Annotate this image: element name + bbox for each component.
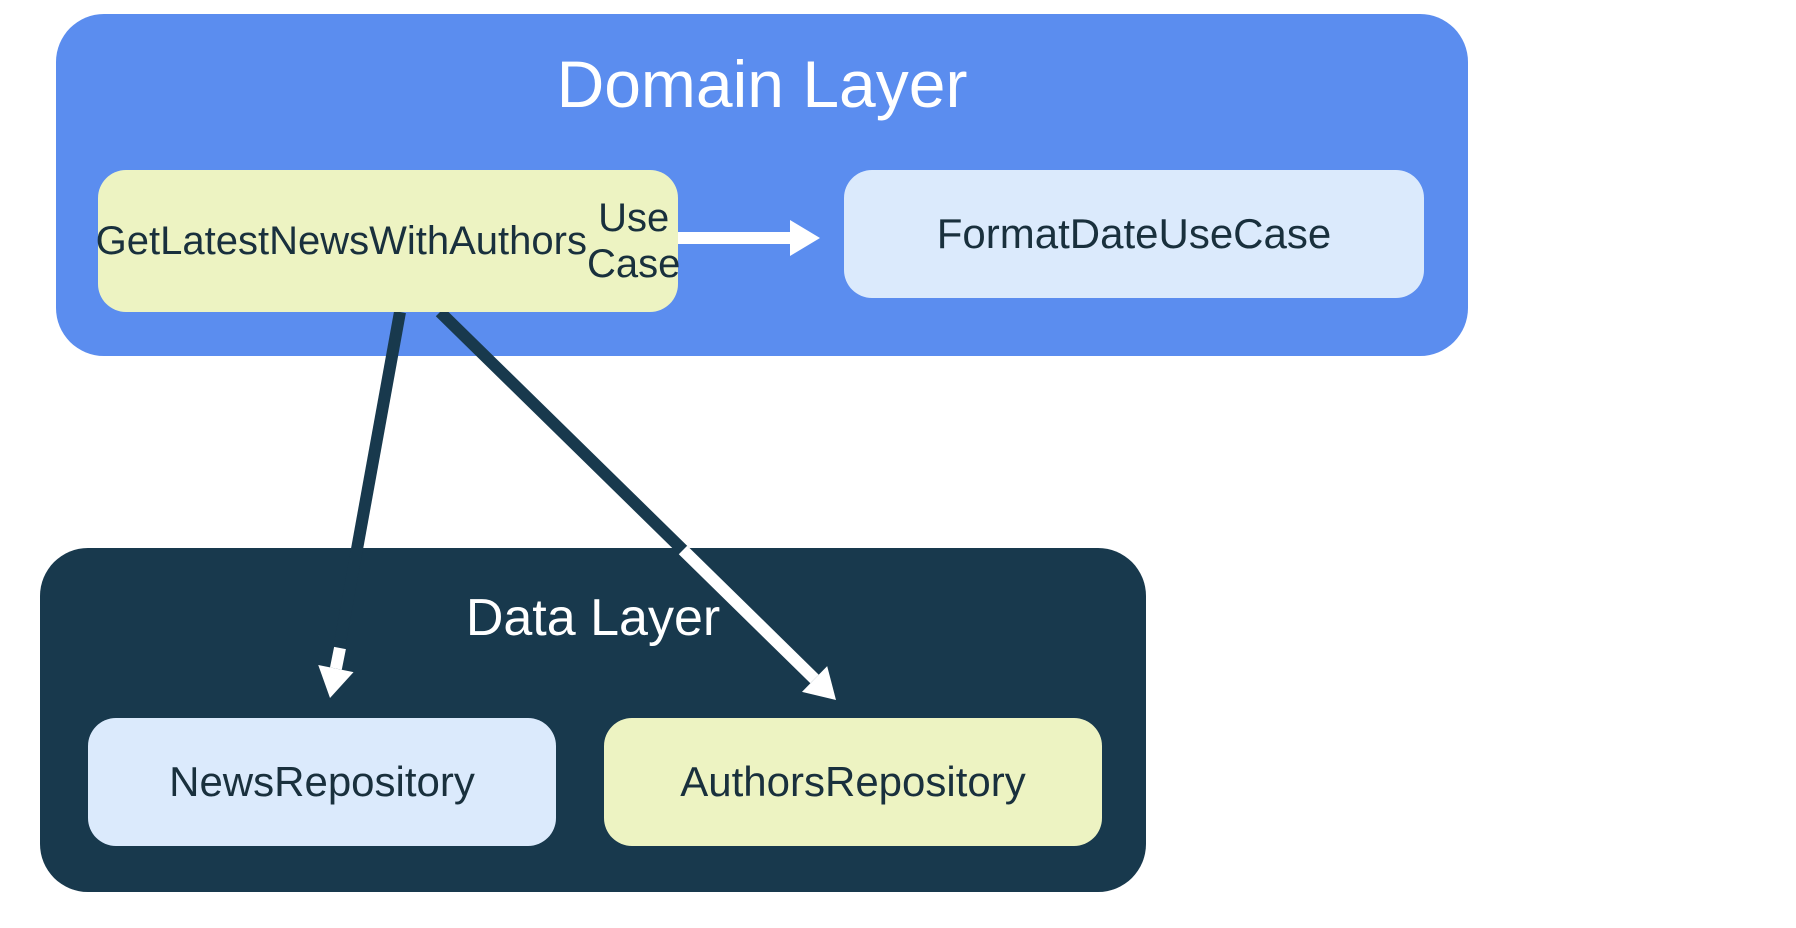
domain-layer-title: Domain Layer [56,46,1468,122]
node-format-date-use-case: FormatDateUseCase [844,170,1424,298]
node-authors-repository: AuthorsRepository [604,718,1102,846]
node-news-repository: NewsRepository [88,718,556,846]
data-layer-title: Data Layer [40,588,1146,648]
node-get-latest-news-use-case: GetLatestNewsWithAuthorsUse Case [98,170,678,312]
diagram-canvas: Domain Layer Data Layer GetLatestNewsWit… [0,0,1796,928]
